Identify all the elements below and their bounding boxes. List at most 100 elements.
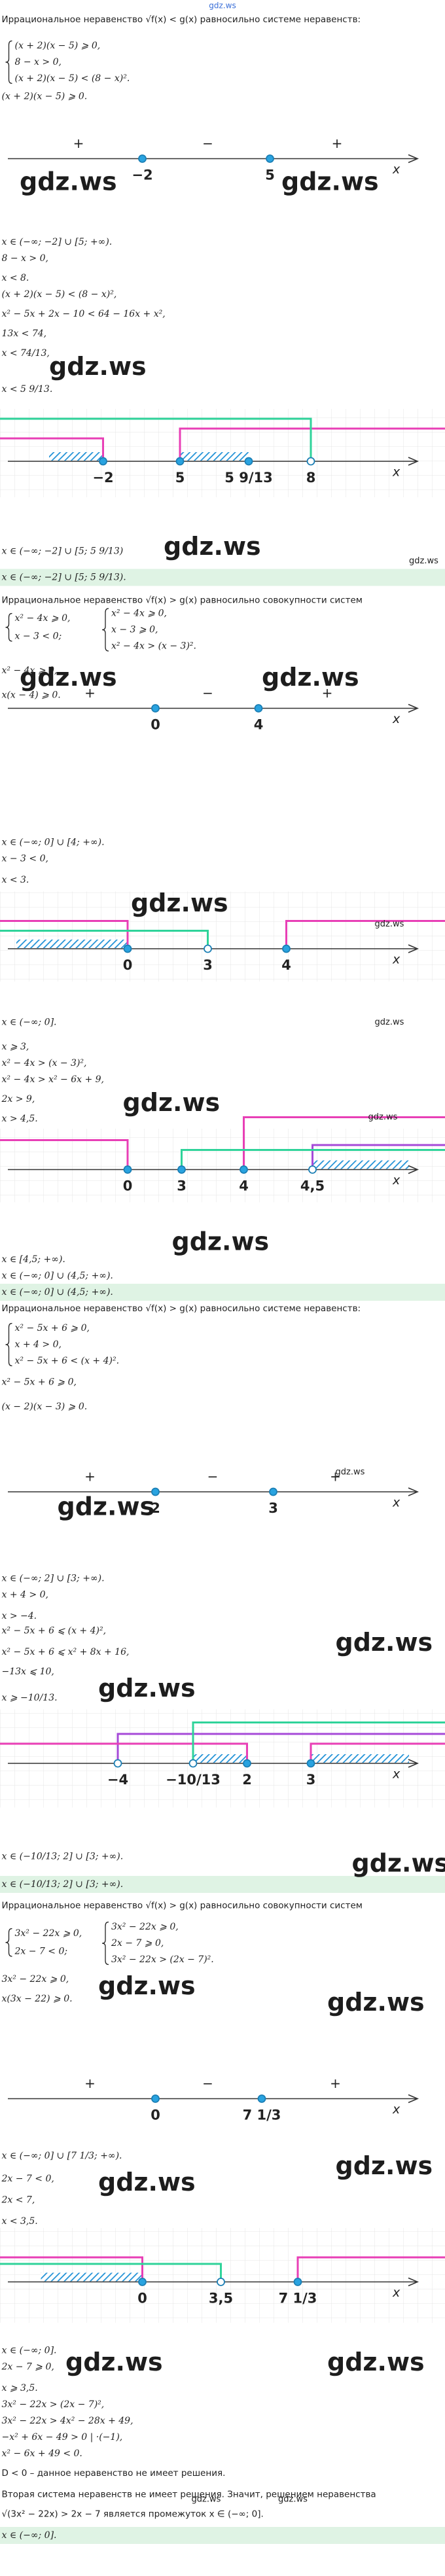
text-line: x ∈ (−∞; 0] ∪ (4,5; +∞). [2, 1287, 113, 1297]
critical-point [245, 458, 253, 465]
text-line: x + 4 > 0, [15, 1339, 62, 1350]
critical-point [177, 458, 184, 465]
watermark: gdz.ws [20, 168, 117, 196]
watermark: gdz.ws [172, 1227, 270, 1256]
system-brace [6, 41, 12, 84]
watermark: gdz.ws [336, 1628, 433, 1657]
text-line: Иррациональное неравенство √f(x) < g(x) … [2, 14, 361, 25]
text-line: Вторая система неравенств не имеет решен… [2, 2490, 376, 2500]
interval-sign: + [84, 1469, 96, 1485]
interval-sign: + [73, 135, 84, 151]
point-label: 5 [175, 470, 185, 485]
text-line: 2x < 7, [1, 2195, 35, 2206]
text-line: x < 5 9/13. [2, 384, 53, 395]
text-line: x ∈ (−10/13; 2] ∪ [3; +∞). [2, 1879, 124, 1890]
text-line: Иррациональное неравенство √f(x) > g(x) … [2, 595, 363, 606]
text-line: D < 0 – данное неравенство не имеет реше… [2, 2468, 226, 2479]
critical-point [124, 945, 132, 953]
text-line: x² − 4x > x² − 6x + 9, [2, 1074, 105, 1085]
text-line: x² − 5x + 6 ⩾ 0, [15, 1323, 90, 1333]
axis-label: x [392, 953, 400, 967]
text-line: 3x² − 22x ⩾ 0, [2, 1974, 69, 1985]
watermark: gdz.ws [352, 1849, 445, 1878]
axis-label: x [392, 2102, 400, 2117]
text-line: 3x² − 22x ⩾ 0, [111, 1922, 179, 1932]
text-line: x ∈ (−10/13; 2] ∪ [3; +∞). [2, 1852, 124, 1862]
point-label: 3 [203, 957, 213, 973]
text-line: x² − 5x + 6 ⩽ (x + 4)², [2, 1626, 107, 1636]
watermark: gdz.ws [375, 919, 404, 929]
axis-label: x [392, 712, 400, 726]
critical-point [243, 1760, 251, 1767]
watermark: gdz.ws [278, 2495, 308, 2505]
text-line: Иррациональное неравенство √f(x) > g(x) … [2, 1901, 363, 1911]
text-line: 8 − x > 0, [2, 253, 48, 264]
watermark: gdz.ws [58, 1492, 155, 1521]
watermark: gdz.ws [327, 2348, 425, 2376]
text-line: x² − 4x ⩾ 0, [15, 613, 71, 624]
critical-point [115, 1760, 122, 1767]
watermark: gdz.ws [164, 532, 261, 561]
critical-point [255, 705, 262, 712]
point-label: 4,5 [300, 1178, 325, 1194]
axis-label: x [392, 1173, 400, 1188]
text-line: Иррациональное неравенство √f(x) > g(x) … [2, 1303, 361, 1314]
watermark: gdz.ws [281, 168, 379, 196]
critical-point [283, 945, 290, 953]
critical-point [204, 945, 211, 953]
point-label: 3 [306, 1772, 316, 1788]
text-line: x² − 4x > (x − 3)². [111, 641, 196, 652]
point-label: 7 1/3 [243, 2108, 281, 2123]
point-label: 8 [306, 470, 316, 485]
watermark: gdz.ws [49, 352, 147, 381]
watermark: gdz.ws [409, 556, 438, 566]
text-line: x² − 4x ⩾ 0, [111, 609, 167, 619]
critical-point [152, 705, 159, 712]
axis-label: x [392, 1767, 400, 1782]
critical-point [258, 2095, 266, 2102]
point-label: 4 [254, 717, 264, 733]
system-brace [6, 614, 12, 642]
text-line: x > −4. [2, 1611, 37, 1621]
critical-point [240, 1166, 247, 1173]
point-label: −2 [132, 168, 152, 183]
watermark: gdz.ws [98, 1674, 196, 1703]
point-label: 7 1/3 [279, 2291, 317, 2306]
text-line: x² − 5x + 6 ⩽ x² + 8x + 16, [2, 1647, 130, 1657]
text-line: 2x − 7 ⩾ 0, [111, 1938, 164, 1949]
text-line: 2x − 7 ⩾ 0, [1, 2362, 54, 2373]
point-label: 4 [239, 1178, 249, 1194]
text-line: x + 4 > 0, [2, 1590, 48, 1600]
critical-point [270, 1489, 277, 1496]
watermark: gdz.ws [375, 1017, 404, 1027]
text-line: x ⩾ −10/13. [2, 1693, 58, 1703]
text-line: 3x² − 22x > (2x − 7)². [111, 1954, 214, 1965]
text-line: x ∈ (−∞; 0] ∪ (4,5; +∞). [2, 1271, 113, 1281]
text-line: x − 3 ⩾ 0, [111, 625, 158, 635]
text-line: x ∈ (−∞; 0] ∪ [7 1/3; +∞). [2, 2151, 122, 2161]
text-line: 2x − 7 < 0; [14, 1947, 68, 1957]
watermark: gdz.ws [123, 1088, 221, 1117]
point-label: 3 [177, 1178, 187, 1194]
site-link[interactable]: gdz.ws [209, 1, 236, 10]
hatched-region [16, 940, 128, 948]
critical-point [294, 2278, 302, 2285]
text-line: (x + 2)(x − 5) < (8 − x)², [2, 289, 117, 300]
watermark: gdz.ws [98, 1971, 196, 2000]
system-brace [102, 1922, 109, 1965]
point-label: 0 [137, 2291, 147, 2306]
point-label: −2 [92, 470, 113, 485]
point-label: 3 [268, 1500, 278, 1516]
text-line: √(3x² − 22x) > 2x − 7 является промежуто… [2, 2509, 264, 2520]
critical-point [124, 1166, 132, 1173]
text-line: x ⩾ 3,5. [2, 2383, 38, 2393]
point-label: 0 [123, 957, 133, 973]
interval-sign: − [207, 1469, 219, 1485]
text-line: 2x − 7 < 0, [1, 2174, 54, 2184]
interval-sign: − [202, 2075, 213, 2091]
text-line: x ∈ (−∞; 0]. [2, 2346, 57, 2356]
point-label: 0 [151, 2108, 160, 2123]
critical-point [139, 2278, 146, 2285]
critical-point [99, 458, 107, 465]
